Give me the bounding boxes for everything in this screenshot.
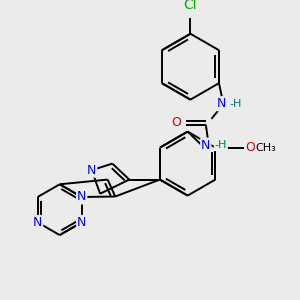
Text: Cl: Cl [184,0,197,12]
Text: O: O [172,116,182,129]
Text: -H: -H [230,99,242,109]
Text: N: N [77,190,86,203]
Text: N: N [217,98,226,110]
Text: N: N [201,139,211,152]
Text: N: N [33,216,42,229]
Text: CH₃: CH₃ [256,142,277,153]
Text: N: N [77,216,86,229]
Text: N: N [87,164,96,177]
Text: -H: -H [215,140,227,150]
Text: O: O [245,141,255,154]
